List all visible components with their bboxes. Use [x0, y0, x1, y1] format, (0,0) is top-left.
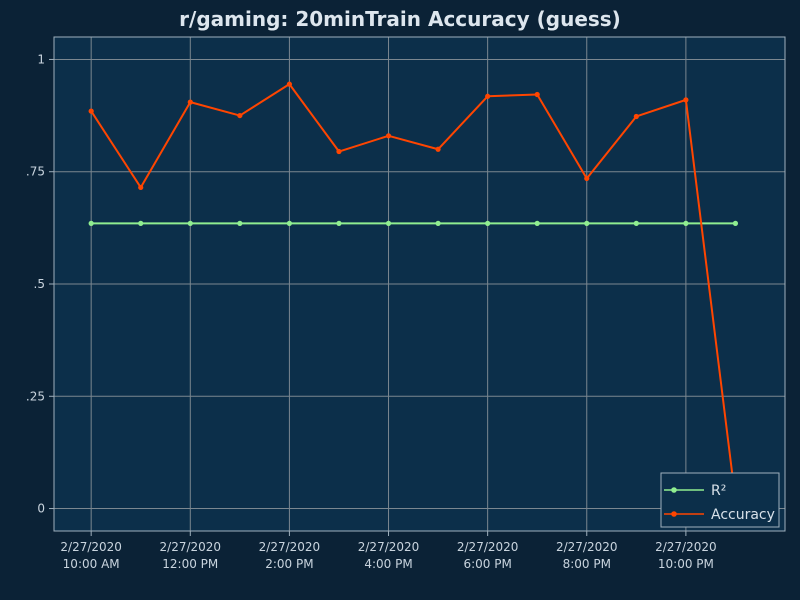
- axis-labels: 0 .25 .5 .75 1 2/27/2020 10:00 AM 2/27/2020 12:0…: [26, 52, 717, 571]
- series-line-accuracy: [90, 83, 737, 500]
- data-point-r2: [683, 220, 689, 226]
- legend-box: [660, 472, 780, 528]
- y-tick-label: .25: [26, 389, 45, 403]
- x-tick-label-date: 2/27/2020: [457, 540, 519, 554]
- chart-title: r/gaming: 20minTrain Accuracy (guess): [179, 7, 621, 31]
- x-tick-label-time: 10:00 AM: [63, 557, 120, 571]
- data-point-r2: [88, 220, 94, 226]
- data-point-r2: [435, 220, 441, 226]
- data-point-r2: [336, 220, 342, 226]
- x-tick-label-date: 2/27/2020: [655, 540, 717, 554]
- x-tick-label-date: 2/27/2020: [556, 540, 618, 554]
- x-tick-label-time: 2:00 PM: [265, 557, 313, 571]
- data-point-accuracy: [485, 93, 491, 99]
- x-tick-label-time: 12:00 PM: [162, 557, 218, 571]
- data-point-accuracy: [336, 148, 342, 155]
- legend-label-r2: R²: [711, 483, 726, 499]
- data-point-accuracy: [534, 91, 540, 98]
- data-point-r2: [485, 220, 491, 226]
- x-tick-label-date: 2/27/2020: [60, 540, 122, 554]
- x-tick-label-date: 2/27/2020: [259, 540, 321, 554]
- data-point-r2: [286, 220, 293, 226]
- legend-marker-accuracy: [671, 511, 677, 517]
- legend-item-r2: R²: [664, 483, 726, 499]
- data-point-r2: [385, 220, 392, 226]
- data-point-accuracy: [237, 112, 243, 119]
- data-point-r2: [534, 220, 540, 226]
- y-tick-label: .75: [26, 165, 45, 179]
- y-tick-label: 0: [37, 502, 45, 516]
- y-tick-label: .5: [34, 277, 45, 291]
- data-point-accuracy: [138, 184, 144, 191]
- data-point-r2: [237, 220, 243, 226]
- data-point-accuracy: [187, 99, 193, 105]
- data-point-r2: [584, 220, 590, 226]
- series-layer: [88, 81, 739, 503]
- x-tick-label-date: 2/27/2020: [358, 540, 420, 554]
- y-tick-label: 1: [37, 52, 45, 66]
- x-tick-label-time: 6:00 PM: [463, 557, 511, 571]
- data-point-r2: [187, 220, 193, 226]
- x-tick-label-date: 2/27/2020: [160, 540, 222, 554]
- data-point-accuracy: [633, 113, 639, 120]
- data-point-accuracy: [286, 81, 293, 87]
- data-point-r2: [732, 220, 739, 226]
- plot-series-viewport: [88, 81, 739, 503]
- data-point-r2: [633, 220, 639, 226]
- legend: R² Accuracy: [660, 472, 780, 528]
- grid-lines: [54, 37, 785, 531]
- data-point-accuracy: [584, 175, 590, 182]
- legend-label-accuracy: Accuracy: [711, 507, 775, 523]
- x-tick-label-time: 10:00 PM: [658, 557, 714, 571]
- legend-item-accuracy: Accuracy: [664, 507, 775, 523]
- x-tick-label-time: 4:00 PM: [364, 557, 412, 571]
- data-point-accuracy: [88, 108, 94, 114]
- data-point-accuracy: [683, 97, 689, 103]
- x-tick-label-time: 8:00 PM: [563, 557, 611, 571]
- legend-marker-r2: [671, 487, 677, 493]
- data-point-accuracy: [385, 133, 392, 139]
- data-point-accuracy: [435, 146, 441, 152]
- data-point-r2: [138, 220, 144, 226]
- plot-frame: [53, 36, 786, 532]
